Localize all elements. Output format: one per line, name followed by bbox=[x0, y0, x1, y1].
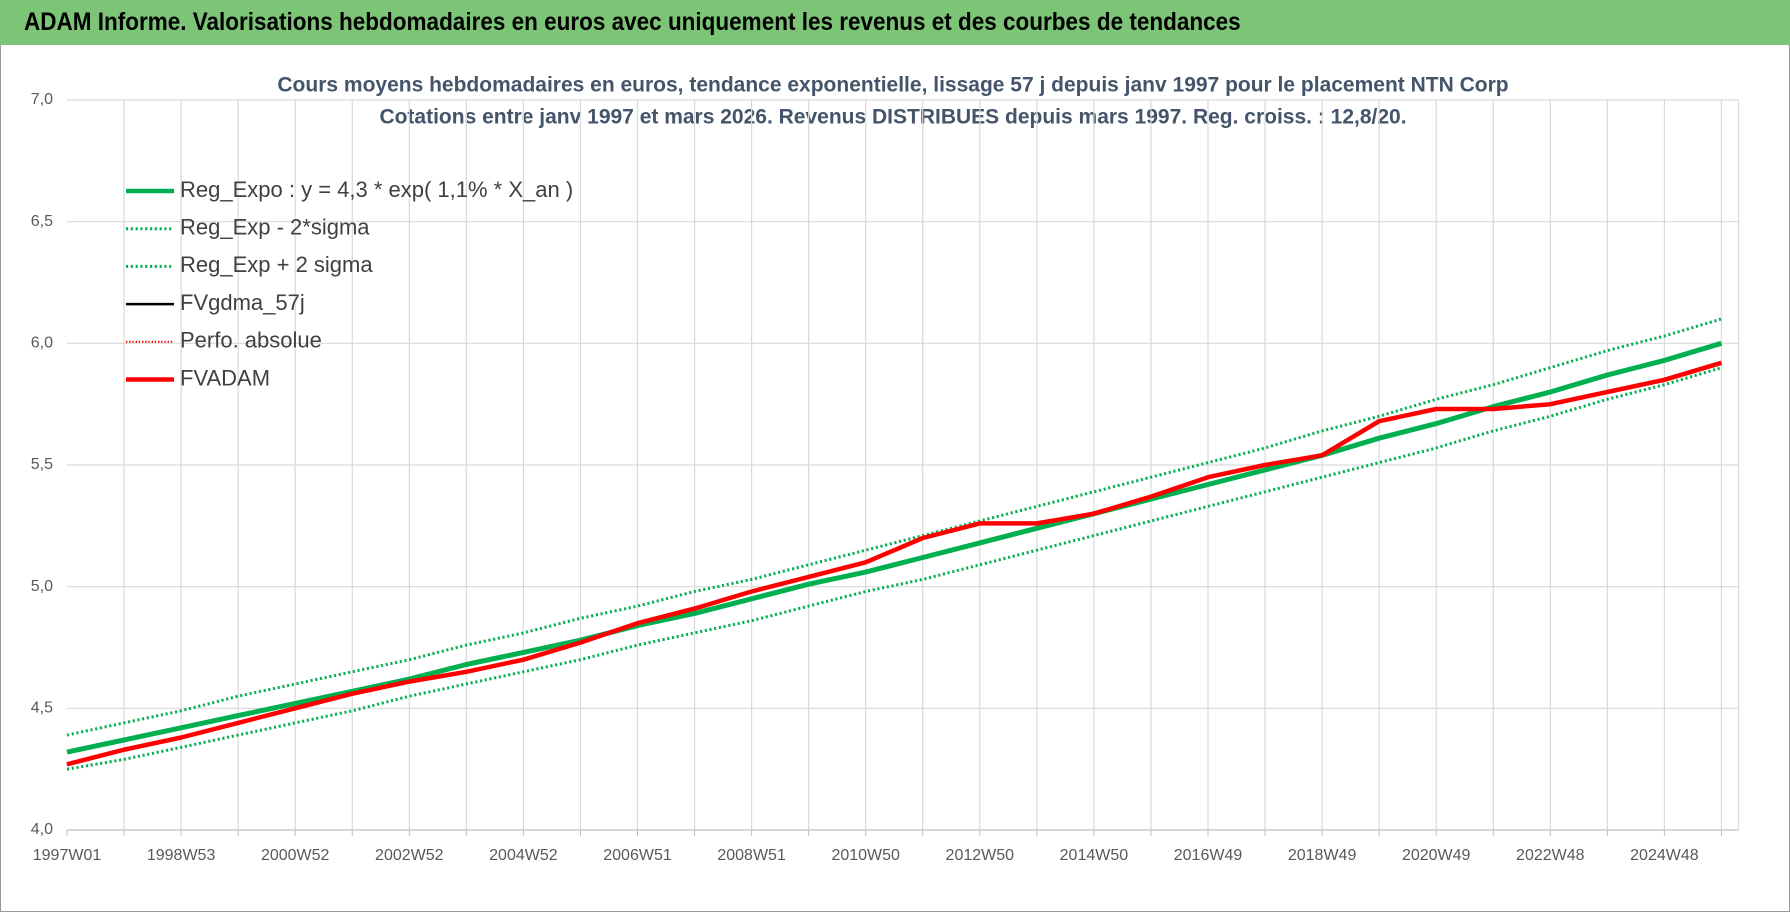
x-tick-label: 2008W51 bbox=[717, 847, 786, 864]
y-tick-label: 4,0 bbox=[31, 821, 53, 838]
x-tick-label: 2020W49 bbox=[1402, 847, 1471, 864]
legend-label: Reg_Exp + 2 sigma bbox=[180, 252, 373, 277]
y-tick-label: 6,0 bbox=[31, 335, 53, 352]
legend-label: Reg_Expo : y = 4,3 * exp( 1,1% * X_an ) bbox=[180, 177, 573, 202]
chart-title: Cours moyens hebdomadaires en euros, ten… bbox=[277, 74, 1508, 97]
legend-label: Perfo. absolue bbox=[180, 328, 322, 353]
header-title: ADAM Informe. Valorisations hebdomadaire… bbox=[24, 8, 1241, 36]
y-tick-label: 5,5 bbox=[31, 456, 53, 473]
x-tick-label: 2018W49 bbox=[1288, 847, 1357, 864]
chart-subtitle: Cotations entre janv 1997 et mars 2026. … bbox=[379, 106, 1406, 129]
legend-label: FVADAM bbox=[180, 365, 270, 390]
x-tick-label: 2006W51 bbox=[603, 847, 672, 864]
y-tick-label: 4,5 bbox=[31, 700, 53, 717]
x-tick-label: 2010W50 bbox=[831, 847, 900, 864]
x-tick-label: 1998W53 bbox=[147, 847, 216, 864]
x-tick-label: 2014W50 bbox=[1060, 847, 1129, 864]
series-line bbox=[66, 340, 1723, 755]
y-tick-label: 6,5 bbox=[31, 213, 53, 230]
y-tick-label: 5,0 bbox=[31, 578, 53, 595]
x-tick-label: 2004W52 bbox=[489, 847, 558, 864]
x-tick-label: 2000W52 bbox=[261, 847, 330, 864]
x-tick-label: 2022W48 bbox=[1516, 847, 1585, 864]
x-tick-label: 2012W50 bbox=[946, 847, 1015, 864]
series-line bbox=[66, 360, 1723, 767]
x-tick-label: 2002W52 bbox=[375, 847, 444, 864]
series-line bbox=[66, 366, 1722, 771]
x-tick-label: 2016W49 bbox=[1174, 847, 1243, 864]
series-line bbox=[66, 317, 1722, 737]
y-tick-label: 7,0 bbox=[31, 91, 53, 108]
x-tick-label: 1997W01 bbox=[33, 847, 102, 864]
legend-label: FVgdma_57j bbox=[180, 290, 305, 315]
x-tick-label: 2024W48 bbox=[1630, 847, 1699, 864]
header-bar: ADAM Informe. Valorisations hebdomadaire… bbox=[0, 0, 1790, 45]
legend-label: Reg_Exp - 2*sigma bbox=[180, 215, 370, 240]
